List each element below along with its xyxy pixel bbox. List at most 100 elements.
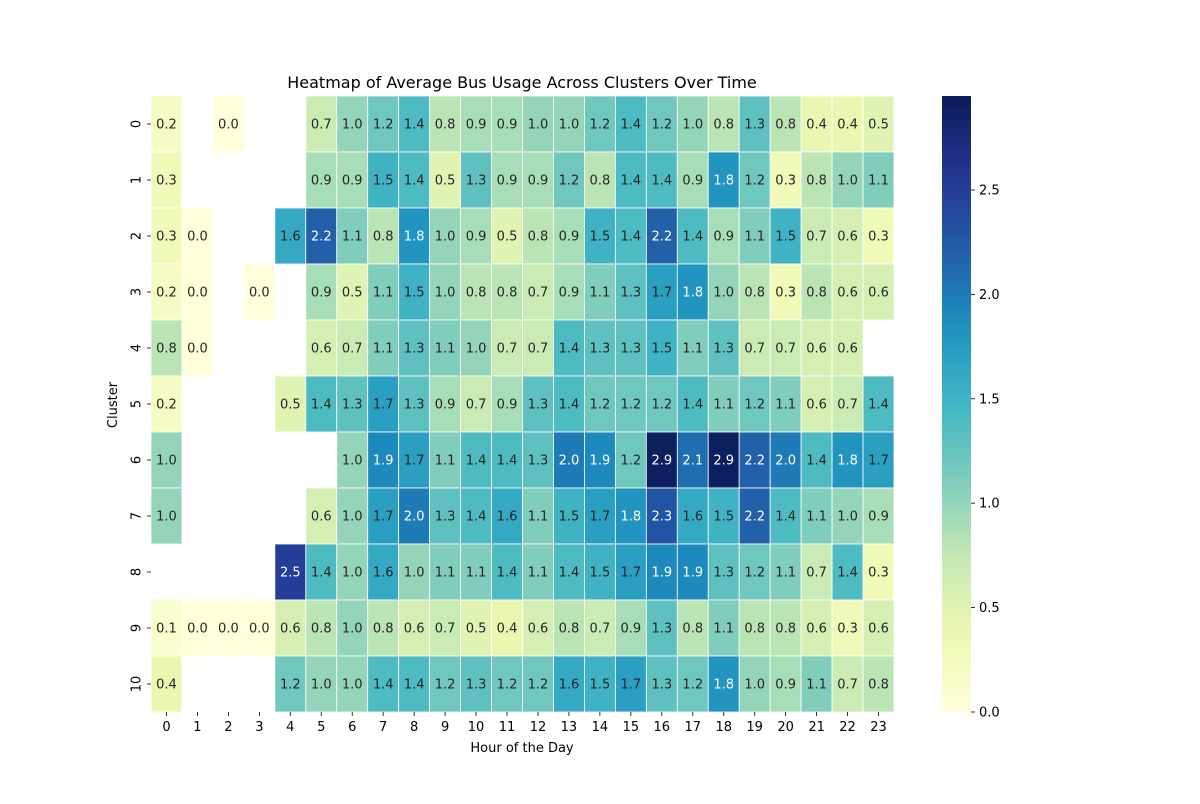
heatmap-cell-r3-c20 <box>769 263 802 321</box>
cell-value-label: 0.6 <box>806 398 827 413</box>
cell-value-label: 0.0 <box>249 286 270 301</box>
x-tick-label: 23 <box>870 720 887 735</box>
heatmap-cell-r7-c20 <box>769 487 802 545</box>
cell-value-label: 0.0 <box>187 230 208 245</box>
cell-value-label: 0.3 <box>837 622 858 637</box>
cell-value-label: 0.5 <box>466 622 487 637</box>
cell-value-label: 0.0 <box>187 622 208 637</box>
heatmap-cell-r9-c1 <box>181 599 214 657</box>
cell-value-label: 0.8 <box>744 286 765 301</box>
cell-value-label: 1.4 <box>466 510 487 525</box>
cell-value-label: 1.1 <box>528 566 549 581</box>
cell-value-label: 2.2 <box>744 454 765 469</box>
cell-value-label: 0.9 <box>342 174 363 189</box>
heatmap-cell-r3-c15 <box>614 263 647 321</box>
cell-value-label: 0.6 <box>806 342 827 357</box>
heatmap-cell-r0-c5 <box>305 95 338 153</box>
heatmap-cell-r3-c17 <box>676 263 709 321</box>
cell-value-label: 0.8 <box>497 286 518 301</box>
cell-value-label: 0.4 <box>156 678 177 693</box>
cell-value-label: 0.9 <box>682 174 703 189</box>
x-tick-label: 1 <box>193 720 201 735</box>
heatmap-cell-r2-c8 <box>398 207 431 265</box>
x-tick-label: 21 <box>808 720 825 735</box>
cell-value-label: 1.3 <box>621 342 642 357</box>
heatmap-cell-r8-c14 <box>584 543 616 601</box>
cell-value-label: 1.2 <box>280 678 301 693</box>
heatmap-cell-r5-c13 <box>553 375 585 433</box>
x-tick-label: 6 <box>348 720 356 735</box>
cell-value-label: 0.0 <box>187 342 208 357</box>
chart-title: Heatmap of Average Bus Usage Across Clus… <box>287 73 757 92</box>
y-tick-label: 6 <box>130 456 145 464</box>
cell-value-label: 0.7 <box>342 342 363 357</box>
cell-value-label: 0.8 <box>744 622 765 637</box>
cell-value-label: 0.7 <box>528 286 549 301</box>
cell-value-label: 1.3 <box>404 342 425 357</box>
cell-value-label: 1.3 <box>621 286 642 301</box>
heatmap-cell-r7-c13 <box>553 487 585 545</box>
heatmap-cell-r10-c0 <box>150 655 183 713</box>
colorbar-tick-label: 1.0 <box>979 497 1000 512</box>
heatmap-cell-r0-c16 <box>645 95 678 153</box>
heatmap-cell-r8-c17 <box>676 543 709 601</box>
heatmap-cell-r5-c16 <box>645 375 678 433</box>
cell-value-label: 2.0 <box>775 454 796 469</box>
cell-value-label: 1.0 <box>156 510 177 525</box>
heatmap-cell-r1-c9 <box>429 151 461 209</box>
heatmap-cell-r2-c7 <box>367 207 400 265</box>
heatmap-cell-r4-c8 <box>398 319 431 377</box>
heatmap-cell-r9-c23 <box>862 599 895 657</box>
heatmap-cell-r4-c22 <box>831 319 864 377</box>
colorbar-tick-label: 0.5 <box>979 601 1000 616</box>
heatmap-cell-r10-c9 <box>429 655 461 713</box>
heatmap-cell-r2-c13 <box>553 207 585 265</box>
heatmap-cell-r7-c15 <box>614 487 647 545</box>
heatmap-cell-r5-c15 <box>614 375 647 433</box>
heatmap-cell-r7-c5 <box>305 487 338 545</box>
heatmap-cell-r0-c0 <box>150 95 183 153</box>
cell-value-label: 0.7 <box>466 398 487 413</box>
heatmap-cell-r3-c21 <box>800 263 833 321</box>
heatmap-cell-r5-c12 <box>522 375 554 433</box>
heatmap-cell-r6-c23 <box>862 431 895 489</box>
cell-value-label: 1.4 <box>775 510 796 525</box>
heatmap-cell-r5-c5 <box>305 375 338 433</box>
cell-value-label: 1.2 <box>651 398 672 413</box>
cell-value-label: 0.2 <box>156 286 177 301</box>
heatmap-cell-r9-c21 <box>800 599 833 657</box>
heatmap-cell-r0-c21 <box>800 95 833 153</box>
heatmap-cell-r2-c5 <box>305 207 338 265</box>
cell-value-label: 1.7 <box>404 454 425 469</box>
cell-value-label: 0.7 <box>528 342 549 357</box>
x-tick-label: 3 <box>255 720 263 735</box>
cell-value-label: 1.5 <box>713 510 734 525</box>
heatmap-cell-r2-c11 <box>491 207 523 265</box>
cell-value-label: 0.6 <box>837 230 858 245</box>
cell-value-label: 0.9 <box>621 622 642 637</box>
cell-value-label: 0.6 <box>311 342 332 357</box>
heatmap-cell-r4-c21 <box>800 319 833 377</box>
heatmap-cell-r7-c21 <box>800 487 833 545</box>
heatmap-cell-r3-c11 <box>491 263 523 321</box>
cell-value-label: 1.6 <box>280 230 301 245</box>
cell-value-label: 1.3 <box>713 566 734 581</box>
heatmap-cell-r3-c1 <box>181 263 214 321</box>
cell-value-label: 0.7 <box>744 342 765 357</box>
cell-value-label: 1.1 <box>775 398 796 413</box>
cell-value-label: 1.0 <box>404 566 425 581</box>
cell-value-label: 1.2 <box>559 174 580 189</box>
x-tick-label: 16 <box>654 720 671 735</box>
cell-value-label: 0.8 <box>311 622 332 637</box>
cell-value-label: 0.8 <box>806 174 827 189</box>
cell-value-label: 0.9 <box>528 174 549 189</box>
cell-value-label: 1.5 <box>404 286 425 301</box>
heatmap-cell-r9-c13 <box>553 599 585 657</box>
cell-value-label: 1.8 <box>713 678 734 693</box>
x-axis-ticks: 0 1 2 3 4 5 6 7 8 9 10 11 12 13 14 15 16 17 18 19 20 21 22 23 <box>162 712 887 735</box>
cell-value-label: 1.2 <box>744 566 765 581</box>
heatmap-cell-r10-c18 <box>707 655 740 713</box>
cell-value-label: 0.8 <box>156 342 177 357</box>
cell-value-label: 1.0 <box>837 510 858 525</box>
heatmap-cell-r7-c14 <box>584 487 616 545</box>
